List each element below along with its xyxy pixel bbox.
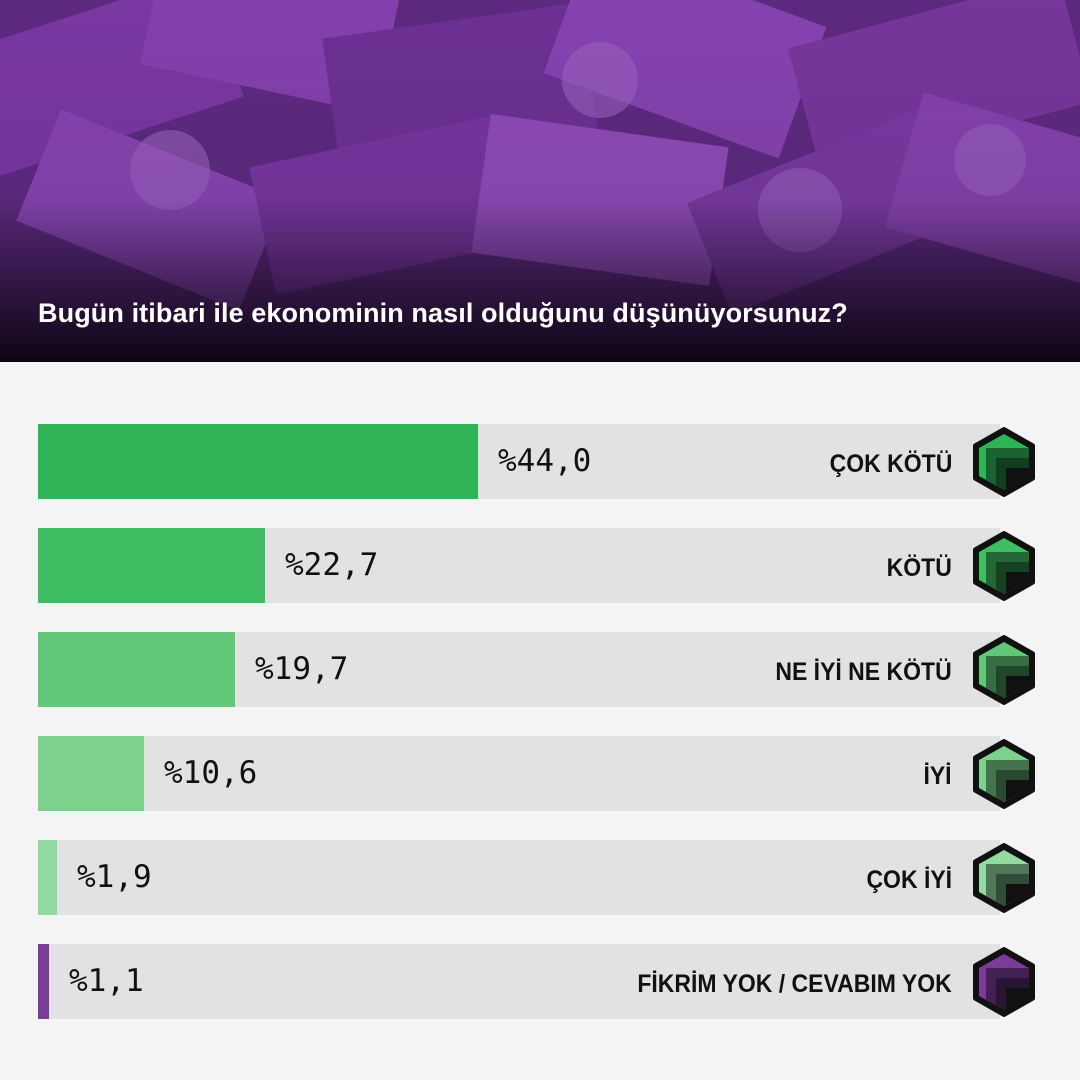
header-banner: Bugün itibari ile ekonominin nasıl olduğ… [0,0,1080,362]
chart-row: %44,0 ÇOK KÖTÜ [0,424,1080,499]
hexagon-icon [973,531,1035,601]
chart-row: %19,7 NE İYİ NE KÖTÜ [0,632,1080,707]
bar [38,632,235,707]
value-label: %1,9 [77,859,152,895]
chart-row: %10,6 İYİ [0,736,1080,811]
hexagon-icon [973,843,1035,913]
question-title: Bugün itibari ile ekonominin nasıl olduğ… [38,298,848,328]
hexagon-icon [973,635,1035,705]
category-label: FİKRİM YOK / CEVABIM YOK [637,970,952,998]
bar [38,736,144,811]
hexagon-icon [973,427,1035,497]
bar-track [38,736,1000,811]
bar [38,528,265,603]
bar-track [38,840,1000,915]
chart-row: %1,1 FİKRİM YOK / CEVABIM YOK [0,944,1080,1019]
category-label: ÇOK İYİ [866,866,952,894]
bar-chart: %44,0 ÇOK KÖTÜ %22,7 KÖTÜ %19,7 NE İYİ NE KÖT… [0,362,1080,1080]
value-label: %1,1 [69,963,144,999]
category-label: ÇOK KÖTÜ [829,450,952,478]
value-label: %44,0 [498,443,592,479]
category-label: KÖTÜ [886,554,952,582]
chart-row: %1,9 ÇOK İYİ [0,840,1080,915]
hexagon-icon [973,739,1035,809]
bar [38,944,49,1019]
chart-row: %22,7 KÖTÜ [0,528,1080,603]
bar [38,840,57,915]
value-label: %22,7 [285,547,379,583]
hexagon-icon [973,947,1035,1017]
category-label: NE İYİ NE KÖTÜ [775,658,952,686]
value-label: %10,6 [164,755,258,791]
value-label: %19,7 [255,651,349,687]
category-label: İYİ [923,762,952,790]
bar-track [38,944,1000,1019]
banknote-background-image [0,0,1080,362]
bar [38,424,478,499]
